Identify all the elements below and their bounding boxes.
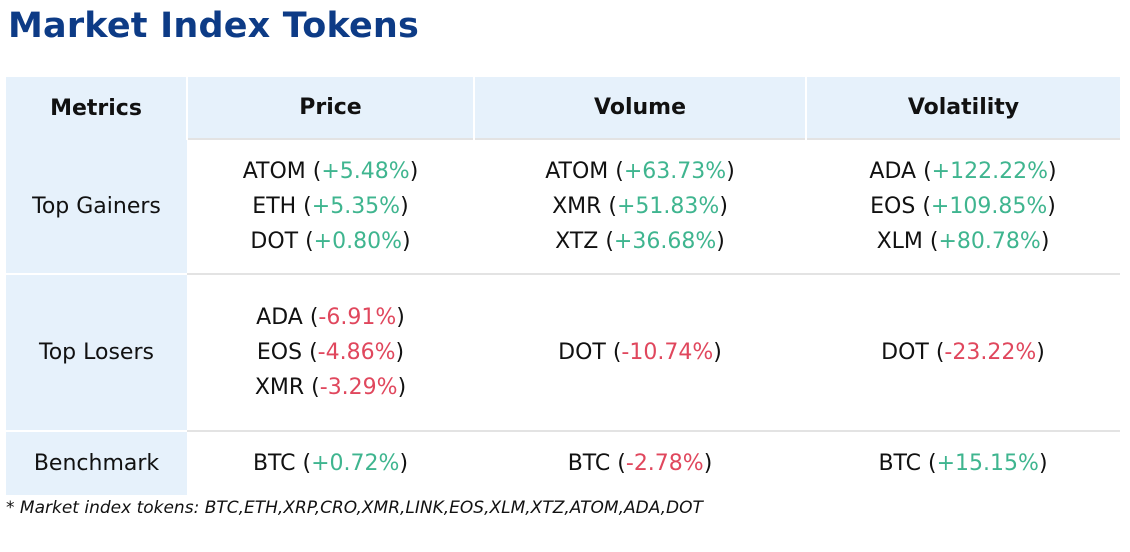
token-entry: DOT (+0.80%) <box>250 229 411 254</box>
row-label-top-losers: Top Losers <box>6 273 187 431</box>
change-value: -2.78% <box>625 451 704 476</box>
token-symbol: XMR <box>552 194 602 219</box>
change-value: +5.35% <box>311 194 401 219</box>
cell-losers-volatility: DOT (-23.22%) <box>806 273 1120 431</box>
cell-losers-price: ADA (-6.91%) EOS (-4.86%) XMR (-3.29%) <box>187 273 474 431</box>
token-symbol: ADA <box>869 159 917 184</box>
token-entry: XMR (+51.83%) <box>552 194 728 219</box>
row-label-top-gainers: Top Gainers <box>6 139 187 274</box>
change-value: +0.80% <box>313 229 402 254</box>
token-symbol: XLM <box>876 229 923 254</box>
change-value: -23.22% <box>944 340 1037 365</box>
token-symbol: ATOM <box>545 159 609 184</box>
header-price: Price <box>186 77 474 139</box>
token-entry: ETH (+5.35%) <box>252 194 409 219</box>
change-value: +15.15% <box>936 451 1039 476</box>
change-value: -4.86% <box>317 340 396 365</box>
change-value: -10.74% <box>621 340 714 365</box>
token-entry: XMR (-3.29%) <box>254 375 407 400</box>
metrics-table: Metrics Price Volume Volatility Top Gain… <box>6 77 1120 495</box>
token-symbol: XTZ <box>555 229 599 254</box>
change-value: +5.48% <box>321 159 410 184</box>
token-symbol: ADA <box>256 305 303 330</box>
token-entry: ATOM (+5.48%) <box>242 159 419 184</box>
cell-benchmark-volume: BTC (-2.78%) <box>474 430 806 495</box>
token-symbol: EOS <box>256 340 303 365</box>
table-row-top-gainers: Top Gainers ATOM (+5.48%) ETH (+5.35%) D… <box>6 138 1120 274</box>
change-value: +51.83% <box>617 194 720 219</box>
table-row-top-losers: Top Losers ADA (-6.91%) EOS (-4.86%) XMR… <box>6 273 1120 431</box>
change-value: -3.29% <box>319 375 398 400</box>
token-entry: DOT (-10.74%) <box>558 340 722 365</box>
change-value: -6.91% <box>318 305 397 330</box>
cell-gainers-volume: ATOM (+63.73%) XMR (+51.83%) XTZ (+36.68… <box>474 138 806 274</box>
change-value: +109.85% <box>930 194 1048 219</box>
token-entry: EOS (+109.85%) <box>870 194 1056 219</box>
token-symbol: ATOM <box>242 159 306 184</box>
token-entry: BTC (-2.78%) <box>567 451 713 476</box>
token-entry: ADA (-6.91%) <box>256 305 405 330</box>
row-label-benchmark: Benchmark <box>6 430 187 495</box>
cell-losers-volume: DOT (-10.74%) <box>474 273 806 431</box>
token-symbol: ETH <box>252 194 297 219</box>
change-value: +80.78% <box>938 229 1041 254</box>
change-value: +122.22% <box>931 159 1048 184</box>
token-entry: ADA (+122.22%) <box>869 159 1057 184</box>
cell-benchmark-volatility: BTC (+15.15%) <box>806 430 1120 495</box>
cell-gainers-price: ATOM (+5.48%) ETH (+5.35%) DOT (+0.80%) <box>187 138 474 274</box>
footnote: * Market index tokens: BTC,ETH,XRP,CRO,X… <box>6 498 703 518</box>
token-symbol: DOT <box>558 340 606 365</box>
cell-benchmark-price: BTC (+0.72%) <box>187 430 474 495</box>
token-entry: DOT (-23.22%) <box>881 340 1045 365</box>
token-entry: BTC (+0.72%) <box>252 451 409 476</box>
header-row: Metrics Price Volume Volatility <box>6 77 1120 139</box>
token-symbol: BTC <box>567 451 611 476</box>
cell-gainers-volatility: ADA (+122.22%) EOS (+109.85%) XLM (+80.7… <box>806 138 1120 274</box>
token-symbol: BTC <box>252 451 296 476</box>
page-title: Market Index Tokens <box>8 6 420 46</box>
change-value: +36.68% <box>613 229 717 254</box>
change-value: +0.72% <box>311 451 400 476</box>
token-symbol: BTC <box>878 451 922 476</box>
token-entry: XLM (+80.78%) <box>876 229 1050 254</box>
token-entry: EOS (-4.86%) <box>256 340 405 365</box>
token-entry: BTC (+15.15%) <box>878 451 1048 476</box>
token-symbol: DOT <box>250 229 299 254</box>
token-symbol: DOT <box>881 340 929 365</box>
header-volume: Volume <box>473 77 806 139</box>
header-volatility: Volatility <box>805 77 1120 139</box>
token-symbol: EOS <box>870 194 916 219</box>
header-metrics: Metrics <box>6 77 187 139</box>
token-symbol: XMR <box>254 375 305 400</box>
token-entry: XTZ (+36.68%) <box>555 229 725 254</box>
table-row-benchmark: Benchmark BTC (+0.72%) BTC (-2.78%) BTC … <box>6 430 1120 495</box>
change-value: +63.73% <box>623 159 727 184</box>
token-entry: ATOM (+63.73%) <box>545 159 735 184</box>
